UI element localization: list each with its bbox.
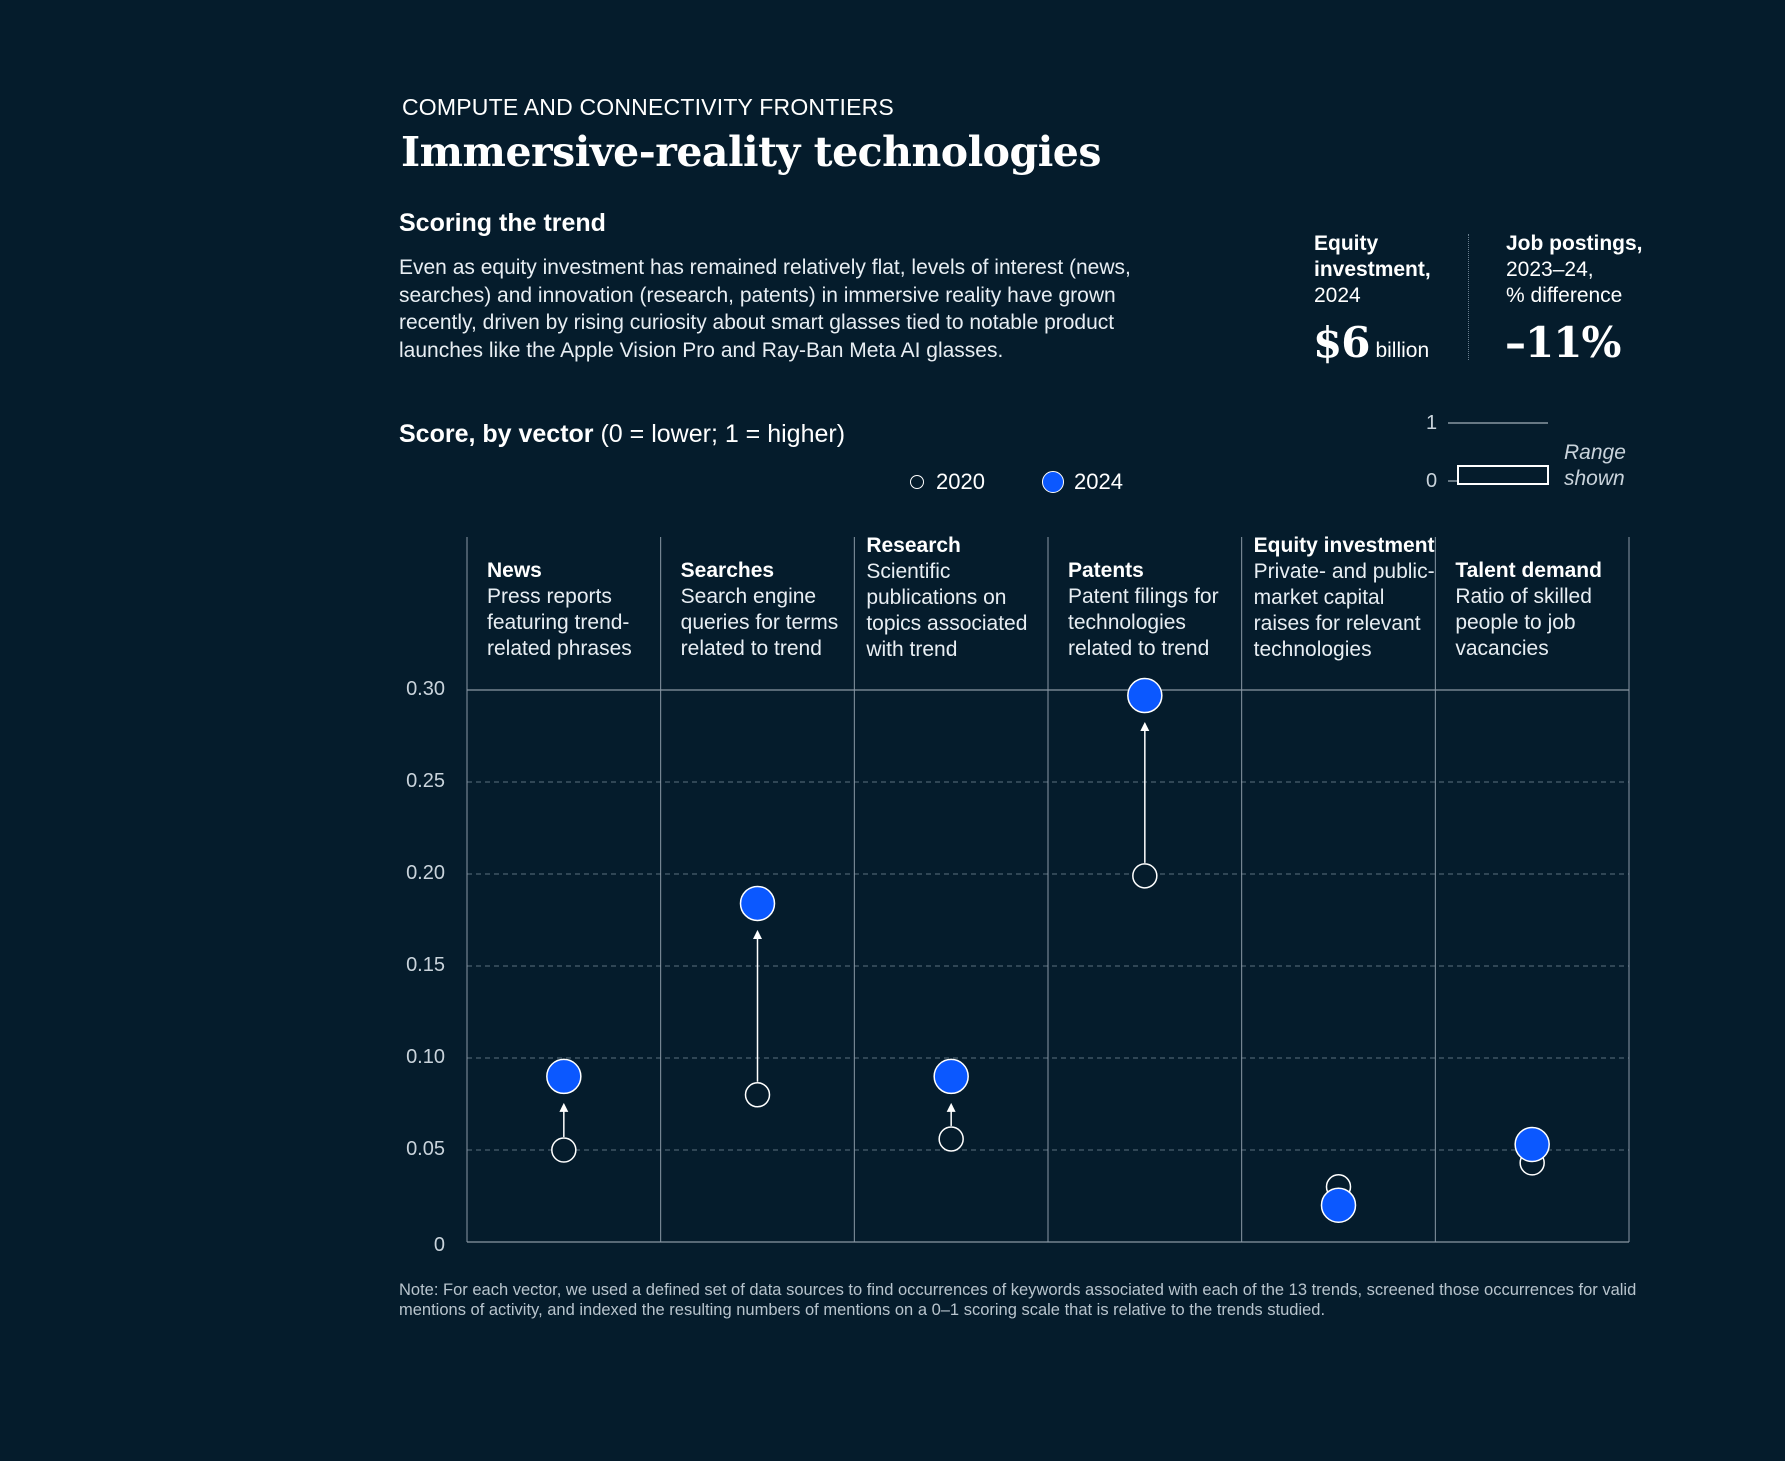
column-description-line: people to job — [1455, 611, 1576, 634]
column-description-line: Patent filings for — [1068, 585, 1219, 608]
column-title: News — [487, 559, 542, 582]
column-header-searches: Searches Search engine queries for terms re… — [681, 558, 839, 662]
point-2024-research — [933, 1058, 969, 1095]
column-description-line: topics associated — [866, 612, 1028, 635]
point-2020-news — [551, 1137, 577, 1163]
column-description-line: technologies — [1068, 611, 1186, 634]
column-description-line: with trend — [866, 638, 958, 661]
range-key-box — [1457, 465, 1549, 485]
column-description-line: related phrases — [487, 637, 632, 660]
kpi-equity-label-2: investment, — [1314, 258, 1431, 281]
column-title: Searches — [680, 559, 775, 582]
y-tick-label: 0.05 — [406, 1138, 445, 1160]
column-description-line: queries for terms — [680, 611, 839, 634]
kpi-jobs-label-2: 2023–24, — [1506, 258, 1594, 281]
point-2024-searches — [739, 885, 776, 922]
range-key-top: 1 — [1426, 412, 1438, 434]
column-description-line: raises for relevant — [1253, 612, 1421, 635]
eyebrow-label: COMPUTE AND CONNECTIVITY FRONTIERS — [402, 94, 894, 120]
kpi-jobs-label-3: % difference — [1506, 284, 1623, 307]
y-tick-label: 0 — [433, 1234, 445, 1256]
point-2024-talent-demand — [1514, 1126, 1550, 1163]
range-key-note-2: shown — [1564, 467, 1625, 490]
kpi-divider — [1468, 234, 1469, 360]
column-description-line: Press reports — [487, 585, 612, 608]
column-description-line: Scientific — [866, 560, 951, 583]
kpi-equity-label-1: Equity — [1314, 232, 1379, 255]
point-2020-searches — [744, 1082, 771, 1108]
column-description-line: featuring trend- — [487, 611, 630, 634]
point-2020-patents — [1132, 863, 1158, 889]
column-description-line: Search engine — [680, 585, 817, 608]
column-header-patents: Patents Patent filings for technologies rel… — [1068, 558, 1219, 662]
point-2024-patents — [1127, 677, 1163, 714]
y-tick-label: 0.30 — [406, 678, 445, 700]
column-description-line: related to trend — [1068, 637, 1210, 660]
y-tick-label: 0.25 — [406, 770, 445, 792]
point-2024-news — [546, 1058, 582, 1095]
kpi-jobs-label: Job postings, 2023–24, % difference — [1506, 231, 1643, 309]
legend-2020: 2020 — [910, 469, 985, 495]
kpi-equity-label-3: 2024 — [1314, 284, 1361, 307]
column-description-line: Private- and public- — [1253, 560, 1435, 583]
column-header-research: Research Scientific publications on topics … — [866, 533, 1027, 663]
column-title: Talent demand — [1455, 559, 1602, 582]
kpi-equity-value: $6 — [1313, 318, 1370, 367]
column-description-line: vacancies — [1455, 637, 1549, 660]
y-tick-label: 0.10 — [406, 1046, 445, 1068]
legend-2024: 2024 — [1042, 469, 1123, 495]
y-tick-label: 0.15 — [406, 954, 445, 976]
summary-heading: Scoring the trend — [399, 209, 606, 237]
column-header-equity-investment: Equity investment Private- and public-mar… — [1254, 533, 1435, 663]
kpi-equity-value-row: $6 billion — [1313, 318, 1429, 367]
footnote: Note: For each vector, we used a defined… — [399, 1281, 1637, 1319]
legend-2024-label: 2024 — [1074, 469, 1123, 494]
column-description-line: technologies — [1253, 638, 1372, 661]
column-header-talent-demand: Talent demand Ratio of skilled people to j… — [1455, 558, 1602, 662]
kpi-jobs-value: –11% — [1505, 318, 1621, 367]
range-key-note-1: Range — [1564, 441, 1626, 464]
range-key-note: Range shown — [1564, 440, 1626, 492]
range-key-bottom: 0 — [1426, 470, 1438, 492]
y-tick-label: 0.20 — [406, 862, 445, 884]
legend-open-circle-icon — [910, 475, 924, 489]
score-label-bold: Score, by vector — [399, 420, 594, 448]
point-2024-equity-investment — [1320, 1187, 1357, 1223]
column-title: Equity investment — [1253, 534, 1435, 557]
score-label: Score, by vector (0 = lower; 1 = higher) — [399, 420, 845, 449]
kpi-equity-unit: billion — [1375, 339, 1430, 362]
column-title: Patents — [1068, 559, 1144, 582]
page-title: Immersive-reality technologies — [401, 128, 1101, 176]
legend-2020-label: 2020 — [936, 469, 985, 494]
kpi-jobs-label-1: Job postings, — [1506, 232, 1643, 255]
column-description-line: publications on — [866, 586, 1007, 609]
column-description-line: related to trend — [680, 637, 822, 660]
point-2020-research — [938, 1126, 964, 1152]
kpi-jobs-value-row: –11% — [1505, 318, 1621, 367]
column-description-line: market capital — [1253, 586, 1385, 609]
summary-text: Even as equity investment has remained r… — [399, 256, 1131, 362]
column-title: Research — [866, 534, 961, 557]
score-label-rest: (0 = lower; 1 = higher) — [593, 420, 846, 448]
legend-filled-circle-icon — [1042, 471, 1064, 493]
column-description-line: Ratio of skilled — [1455, 585, 1592, 608]
kpi-equity-label: Equity investment, 2024 — [1314, 231, 1431, 309]
column-header-news: News Press reports featuring trend-related… — [487, 558, 632, 662]
